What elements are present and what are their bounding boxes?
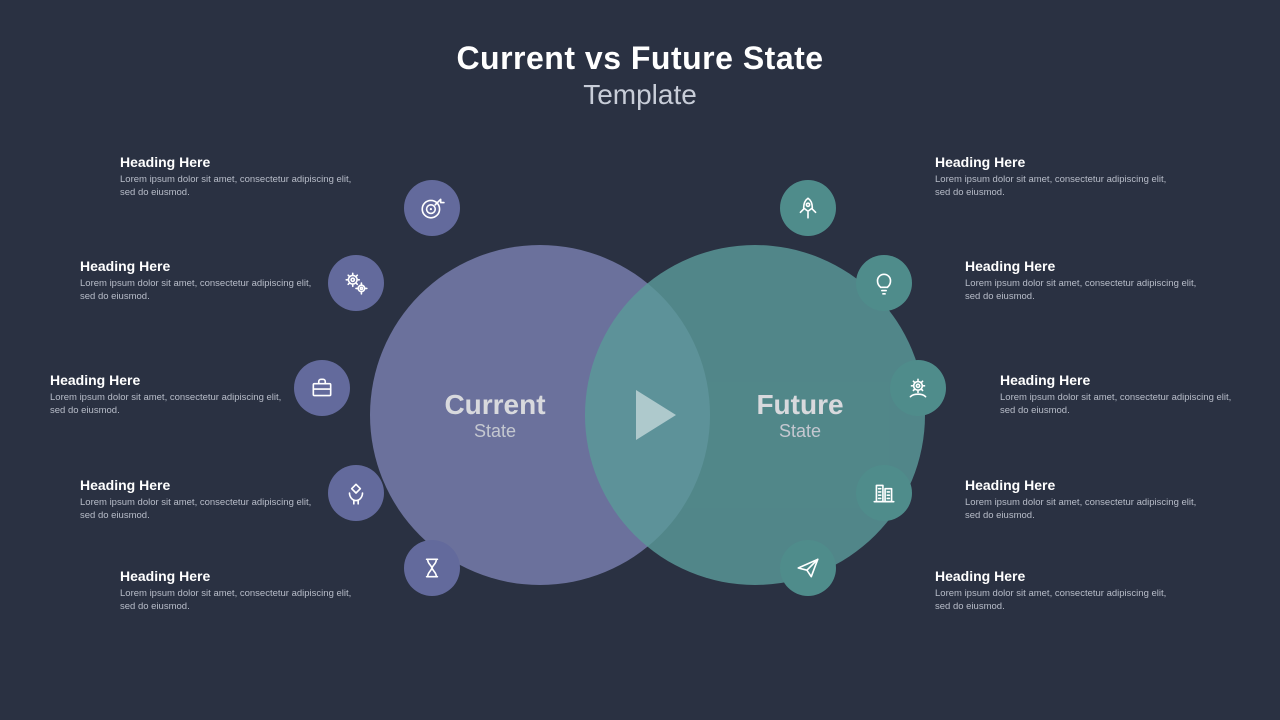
right-item-heading-1: Heading Here bbox=[965, 258, 1205, 274]
right-icon-building bbox=[856, 465, 912, 521]
transition-arrow-icon bbox=[636, 390, 676, 440]
left-icon-briefcase bbox=[294, 360, 350, 416]
right-item-heading-3: Heading Here bbox=[965, 477, 1205, 493]
right-item-3: Heading Here Lorem ipsum dolor sit amet, … bbox=[965, 477, 1205, 523]
left-icon-target bbox=[404, 180, 460, 236]
left-item-heading-4: Heading Here bbox=[120, 568, 360, 584]
right-item-heading-2: Heading Here bbox=[1000, 372, 1240, 388]
right-item-body-4: Lorem ipsum dolor sit amet, consectetur … bbox=[935, 588, 1175, 614]
left-icon-handshake bbox=[328, 465, 384, 521]
future-subtitle: State bbox=[779, 421, 821, 442]
left-item-4: Heading Here Lorem ipsum dolor sit amet, … bbox=[120, 568, 360, 614]
left-item-body-3: Lorem ipsum dolor sit amet, consectetur … bbox=[80, 497, 320, 523]
right-icon-lightbulb bbox=[856, 255, 912, 311]
venn-stage: Current State Future State Heading Here L… bbox=[0, 0, 1280, 720]
right-icon-rocket bbox=[780, 180, 836, 236]
future-title: Future bbox=[756, 389, 843, 421]
right-item-body-1: Lorem ipsum dolor sit amet, consectetur … bbox=[965, 278, 1205, 304]
left-item-1: Heading Here Lorem ipsum dolor sit amet, … bbox=[80, 258, 320, 304]
left-item-body-1: Lorem ipsum dolor sit amet, consectetur … bbox=[80, 278, 320, 304]
left-item-0: Heading Here Lorem ipsum dolor sit amet, … bbox=[120, 154, 360, 200]
right-icon-gearhand bbox=[890, 360, 946, 416]
left-item-heading-1: Heading Here bbox=[80, 258, 320, 274]
left-item-3: Heading Here Lorem ipsum dolor sit amet, … bbox=[80, 477, 320, 523]
right-item-0: Heading Here Lorem ipsum dolor sit amet, … bbox=[935, 154, 1175, 200]
left-icon-gears bbox=[328, 255, 384, 311]
right-item-body-0: Lorem ipsum dolor sit amet, consectetur … bbox=[935, 174, 1175, 200]
left-item-2: Heading Here Lorem ipsum dolor sit amet, … bbox=[50, 372, 290, 418]
left-item-body-4: Lorem ipsum dolor sit amet, consectetur … bbox=[120, 588, 360, 614]
right-item-4: Heading Here Lorem ipsum dolor sit amet, … bbox=[935, 568, 1175, 614]
right-item-2: Heading Here Lorem ipsum dolor sit amet, … bbox=[1000, 372, 1240, 418]
left-item-heading-0: Heading Here bbox=[120, 154, 360, 170]
left-icon-hourglass bbox=[404, 540, 460, 596]
right-item-heading-4: Heading Here bbox=[935, 568, 1175, 584]
current-subtitle: State bbox=[474, 421, 516, 442]
right-item-body-2: Lorem ipsum dolor sit amet, consectetur … bbox=[1000, 392, 1240, 418]
left-item-heading-2: Heading Here bbox=[50, 372, 290, 388]
left-item-body-0: Lorem ipsum dolor sit amet, consectetur … bbox=[120, 174, 360, 200]
right-item-1: Heading Here Lorem ipsum dolor sit amet, … bbox=[965, 258, 1205, 304]
left-item-body-2: Lorem ipsum dolor sit amet, consectetur … bbox=[50, 392, 290, 418]
left-item-heading-3: Heading Here bbox=[80, 477, 320, 493]
right-item-heading-0: Heading Here bbox=[935, 154, 1175, 170]
current-title: Current bbox=[444, 389, 545, 421]
right-item-body-3: Lorem ipsum dolor sit amet, consectetur … bbox=[965, 497, 1205, 523]
right-icon-paperplane bbox=[780, 540, 836, 596]
